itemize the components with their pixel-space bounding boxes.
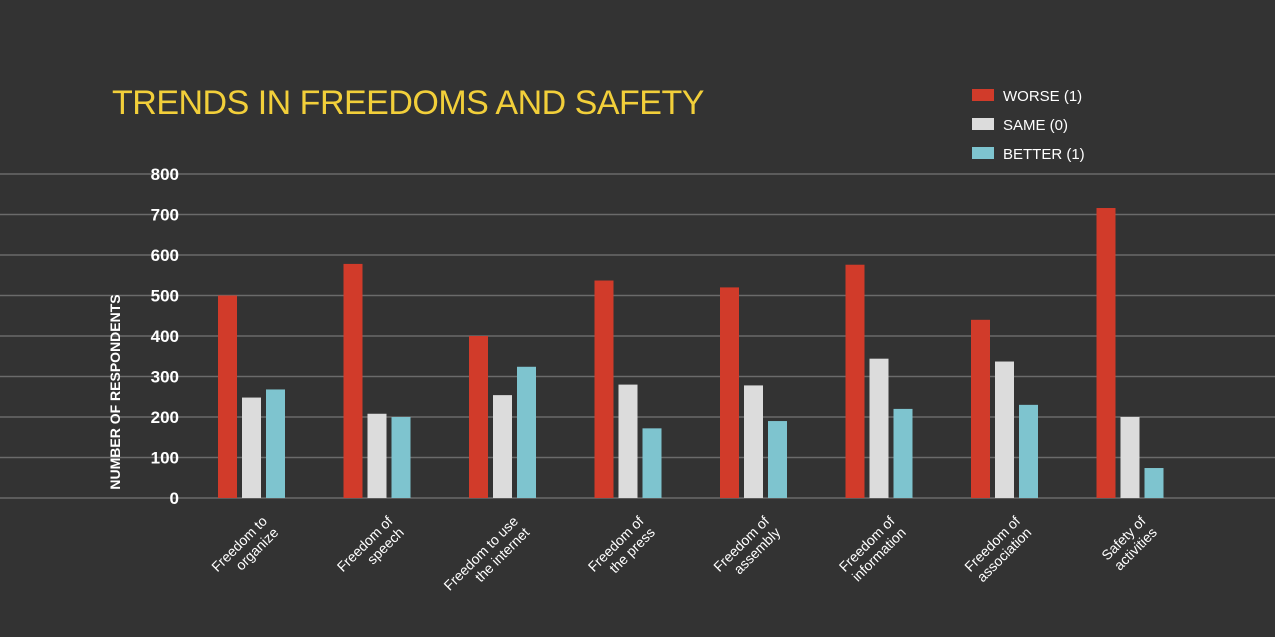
bar-worse [594,280,614,498]
bar-better [517,366,536,498]
bar-better [893,408,913,498]
y-tick-label: 600 [151,246,179,265]
y-tick-label: 500 [151,287,179,306]
bar-better [1019,404,1038,498]
bar-worse [971,319,990,498]
bar-same [493,395,512,498]
bar-better [768,421,787,498]
bar-same [995,361,1014,498]
bar-worse [469,336,488,498]
y-tick-label: 0 [170,489,179,508]
legend-swatch [972,89,994,101]
bar-worse [720,287,739,498]
legend-label: SAME (0) [1003,117,1068,134]
legend-swatch [972,118,994,130]
y-tick-label: 800 [151,165,179,184]
bar-same [1120,417,1140,498]
legend: WORSE (1) SAME (0) BETTER (1) [972,88,1085,163]
y-axis-ticks: 0 100 200 300 400 500 600 700 800 [151,165,179,508]
bar-same [869,358,889,498]
bar-better [642,428,662,498]
bar-better [391,417,411,498]
bar-same [744,385,763,498]
bar-worse [343,263,363,498]
bar-same [618,384,638,498]
y-tick-label: 200 [151,408,179,427]
legend-label: BETTER (1) [1003,146,1085,163]
bars [218,208,1164,498]
y-tick-label: 400 [151,327,179,346]
bar-better [266,389,285,498]
bar-worse [845,264,865,498]
legend-swatch [972,147,994,159]
bar-same [367,413,387,498]
y-axis-title: NUMBER OF RESPONDENTS [107,294,123,489]
bar-same [242,397,261,498]
y-tick-label: 700 [151,206,179,225]
y-tick-label: 300 [151,368,179,387]
legend-label: WORSE (1) [1003,88,1082,105]
chart-title: TRENDS IN FREEDOMS AND SAFETY [112,84,704,122]
bar-worse [1096,208,1116,498]
y-tick-label: 100 [151,449,179,468]
bar-better [1144,468,1164,498]
bar-worse [218,295,237,498]
